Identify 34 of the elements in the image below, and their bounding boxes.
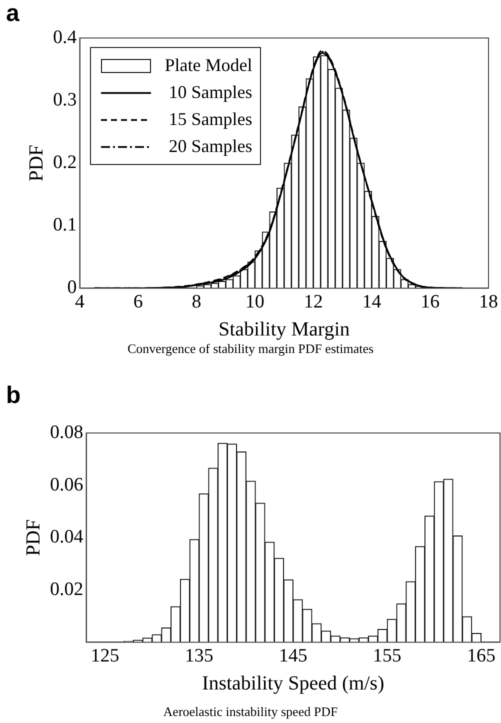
x-tick-label: 165 bbox=[466, 646, 496, 667]
text: b bbox=[6, 382, 21, 410]
y-axis-title: PDF bbox=[22, 519, 44, 556]
x-tick-label: 12 bbox=[304, 292, 323, 313]
y-tick-label: 0.02 bbox=[50, 578, 84, 600]
x-tick-label: 6 bbox=[133, 292, 143, 313]
y-tick-label: 0.06 bbox=[50, 474, 84, 496]
y-tick-label: 0.04 bbox=[50, 526, 84, 548]
x-tick-label: 145 bbox=[278, 646, 308, 667]
y-tick-label: 0.2 bbox=[53, 152, 77, 174]
legend-label: Plate Model bbox=[164, 55, 252, 76]
legend-label: 20 Samples bbox=[168, 136, 252, 157]
x-tick-label: 8 bbox=[192, 292, 202, 313]
legend-label: 10 Samples bbox=[168, 82, 252, 103]
y-tick-label: 0.08 bbox=[50, 422, 84, 443]
x-axis-title: Instability Speed (m/s) bbox=[202, 672, 384, 694]
x-tick-label: 14 bbox=[362, 292, 382, 313]
x-tick-label: 18 bbox=[479, 292, 498, 313]
text: a bbox=[6, 0, 20, 28]
text: Convergence of stability margin PDF estimates bbox=[126, 341, 375, 357]
legend-label: 15 Samples bbox=[168, 109, 252, 130]
y-tick-label: 0.4 bbox=[53, 26, 78, 48]
y-tick-label: 0.1 bbox=[53, 214, 77, 236]
x-tick-label: 125 bbox=[90, 646, 120, 667]
x-tick-label: 4 bbox=[75, 292, 85, 313]
x-tick-label: 155 bbox=[372, 646, 402, 667]
x-tick-label: 10 bbox=[245, 292, 264, 313]
text: Aeroelastic instability speed PDF bbox=[162, 704, 339, 720]
x-tick-label: 135 bbox=[184, 646, 214, 667]
y-axis-title: PDF bbox=[25, 144, 48, 182]
y-tick-label: 0.3 bbox=[53, 90, 77, 111]
x-axis-title: Stability Margin bbox=[218, 318, 350, 340]
x-tick-label: 16 bbox=[420, 292, 440, 313]
y-tick-label: 0 bbox=[67, 277, 77, 298]
